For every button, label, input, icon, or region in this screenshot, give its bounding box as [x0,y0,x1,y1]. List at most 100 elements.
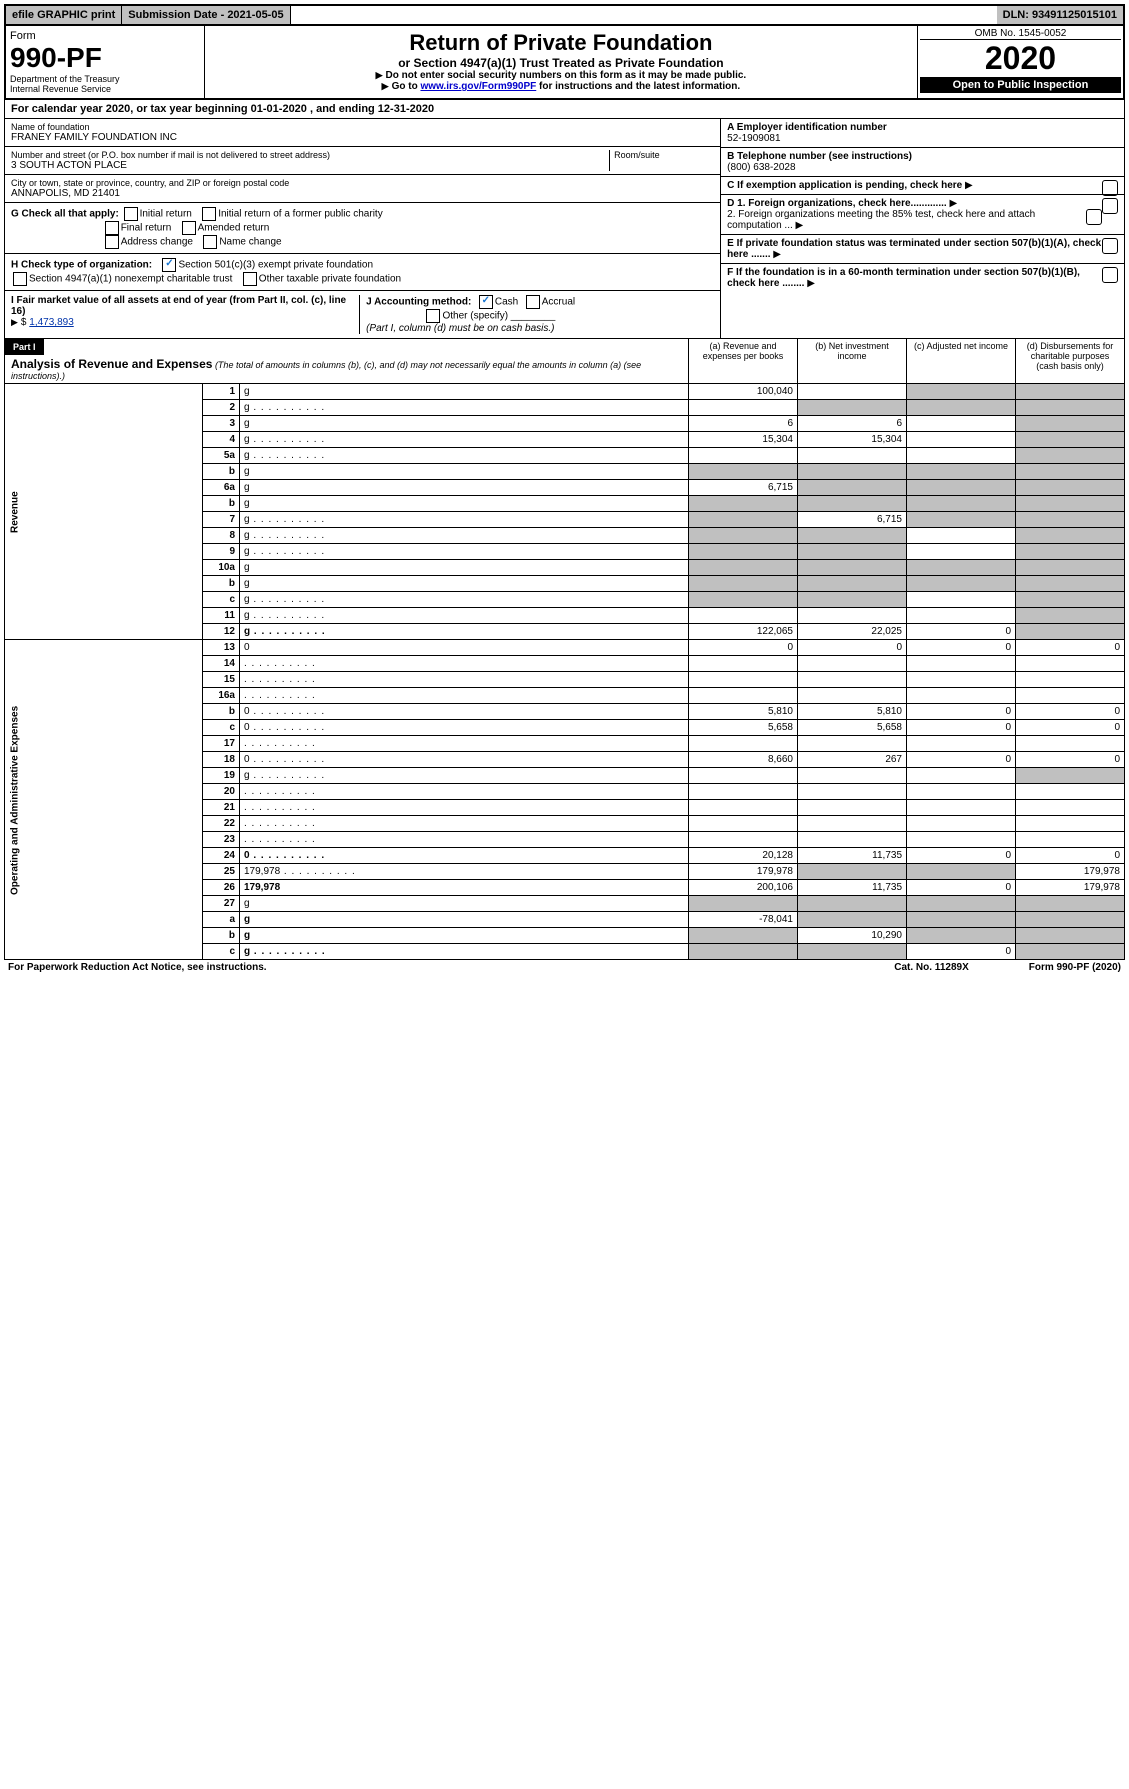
amount-cell [1016,544,1125,560]
amount-cell [689,400,798,416]
amount-cell [689,528,798,544]
amount-cell: 0 [1016,720,1125,736]
cb-initial[interactable] [124,207,138,221]
cb-address[interactable] [105,235,119,249]
line-description [240,688,689,704]
amount-cell [907,496,1016,512]
room-label: Room/suite [614,150,714,160]
amount-cell: 6 [689,416,798,432]
line-description: g [240,448,689,464]
tax-year: 2020 [920,40,1121,77]
cb-f[interactable] [1102,267,1118,283]
line-number: 13 [203,640,240,656]
cb-cash[interactable] [479,295,493,309]
col-d: (d) Disbursements for charitable purpose… [1016,339,1125,384]
addr-label: Number and street (or P.O. box number if… [11,150,609,160]
cb-4947[interactable] [13,272,27,286]
ein-label: A Employer identification number [727,122,1118,133]
cb-501c3[interactable] [162,258,176,272]
amount-cell [689,944,798,960]
line-description: g [240,944,689,960]
form-header: Form 990-PF Department of the Treasury I… [4,26,1125,100]
col-b: (b) Net investment income [798,339,907,384]
amount-cell [689,784,798,800]
section-g: G Check all that apply: Initial return I… [5,203,720,254]
line-number: b [203,576,240,592]
cb-amended[interactable] [182,221,196,235]
amount-cell [689,544,798,560]
amount-cell [798,912,907,928]
line-number: b [203,928,240,944]
line-number: 21 [203,800,240,816]
omb: OMB No. 1545-0052 [920,28,1121,40]
line-number: c [203,720,240,736]
amount-cell [1016,688,1125,704]
amount-cell [907,800,1016,816]
amount-cell [907,448,1016,464]
table-row: Operating and Administrative Expenses130… [5,640,1125,656]
form-footer: Form 990-PF (2020) [1029,962,1121,973]
amount-cell [798,944,907,960]
amount-cell [689,736,798,752]
line-number: 25 [203,864,240,880]
line-description: g [240,912,689,928]
paperwork-notice: For Paperwork Reduction Act Notice, see … [8,962,267,973]
amount-cell: 5,810 [798,704,907,720]
amount-cell [798,528,907,544]
amount-cell [1016,384,1125,400]
amount-cell [1016,480,1125,496]
amount-cell [907,608,1016,624]
cb-other-method[interactable] [426,309,440,323]
amount-cell [798,384,907,400]
line-description: g [240,400,689,416]
irs-link[interactable]: www.irs.gov/Form990PF [420,81,536,92]
amount-cell [689,832,798,848]
amount-cell [907,736,1016,752]
amount-cell [798,400,907,416]
col-c: (c) Adjusted net income [907,339,1016,384]
cb-final[interactable] [105,221,119,235]
fmv-amount: 1,473,893 [29,317,74,328]
line-description: g [240,384,689,400]
cb-e[interactable] [1102,238,1118,254]
line-number: 9 [203,544,240,560]
amount-cell [1016,560,1125,576]
submission-date: Submission Date - 2021-05-05 [122,6,290,24]
table-row: Revenue1g100,040 [5,384,1125,400]
amount-cell [689,768,798,784]
line-description: 0 [240,640,689,656]
amount-cell [798,656,907,672]
amount-cell [689,592,798,608]
col-a: (a) Revenue and expenses per books [689,339,798,384]
cb-accrual[interactable] [526,295,540,309]
amount-cell [798,576,907,592]
amount-cell [689,688,798,704]
cb-initial-public[interactable] [202,207,216,221]
form-subtitle: or Section 4947(a)(1) Trust Treated as P… [209,56,913,70]
amount-cell: 0 [798,640,907,656]
cb-d1[interactable] [1102,198,1118,214]
cb-exemption[interactable] [1102,180,1118,196]
line-description [240,736,689,752]
amount-cell [1016,832,1125,848]
amount-cell: 0 [907,720,1016,736]
form-label: Form [10,30,200,42]
amount-cell: 15,304 [798,432,907,448]
amount-cell: 6 [798,416,907,432]
cb-name[interactable] [203,235,217,249]
amount-cell: 22,025 [798,624,907,640]
line-number: 26 [203,880,240,896]
amount-cell: 0 [1016,848,1125,864]
amount-cell: 200,106 [689,880,798,896]
cb-d2[interactable] [1086,209,1102,225]
amount-cell: 11,735 [798,848,907,864]
amount-cell [798,768,907,784]
line-number: 10a [203,560,240,576]
amount-cell [798,736,907,752]
amount-cell [1016,608,1125,624]
amount-cell [689,560,798,576]
cb-other-taxable[interactable] [243,272,257,286]
amount-cell [1016,816,1125,832]
line-number: 1 [203,384,240,400]
line-number: 24 [203,848,240,864]
